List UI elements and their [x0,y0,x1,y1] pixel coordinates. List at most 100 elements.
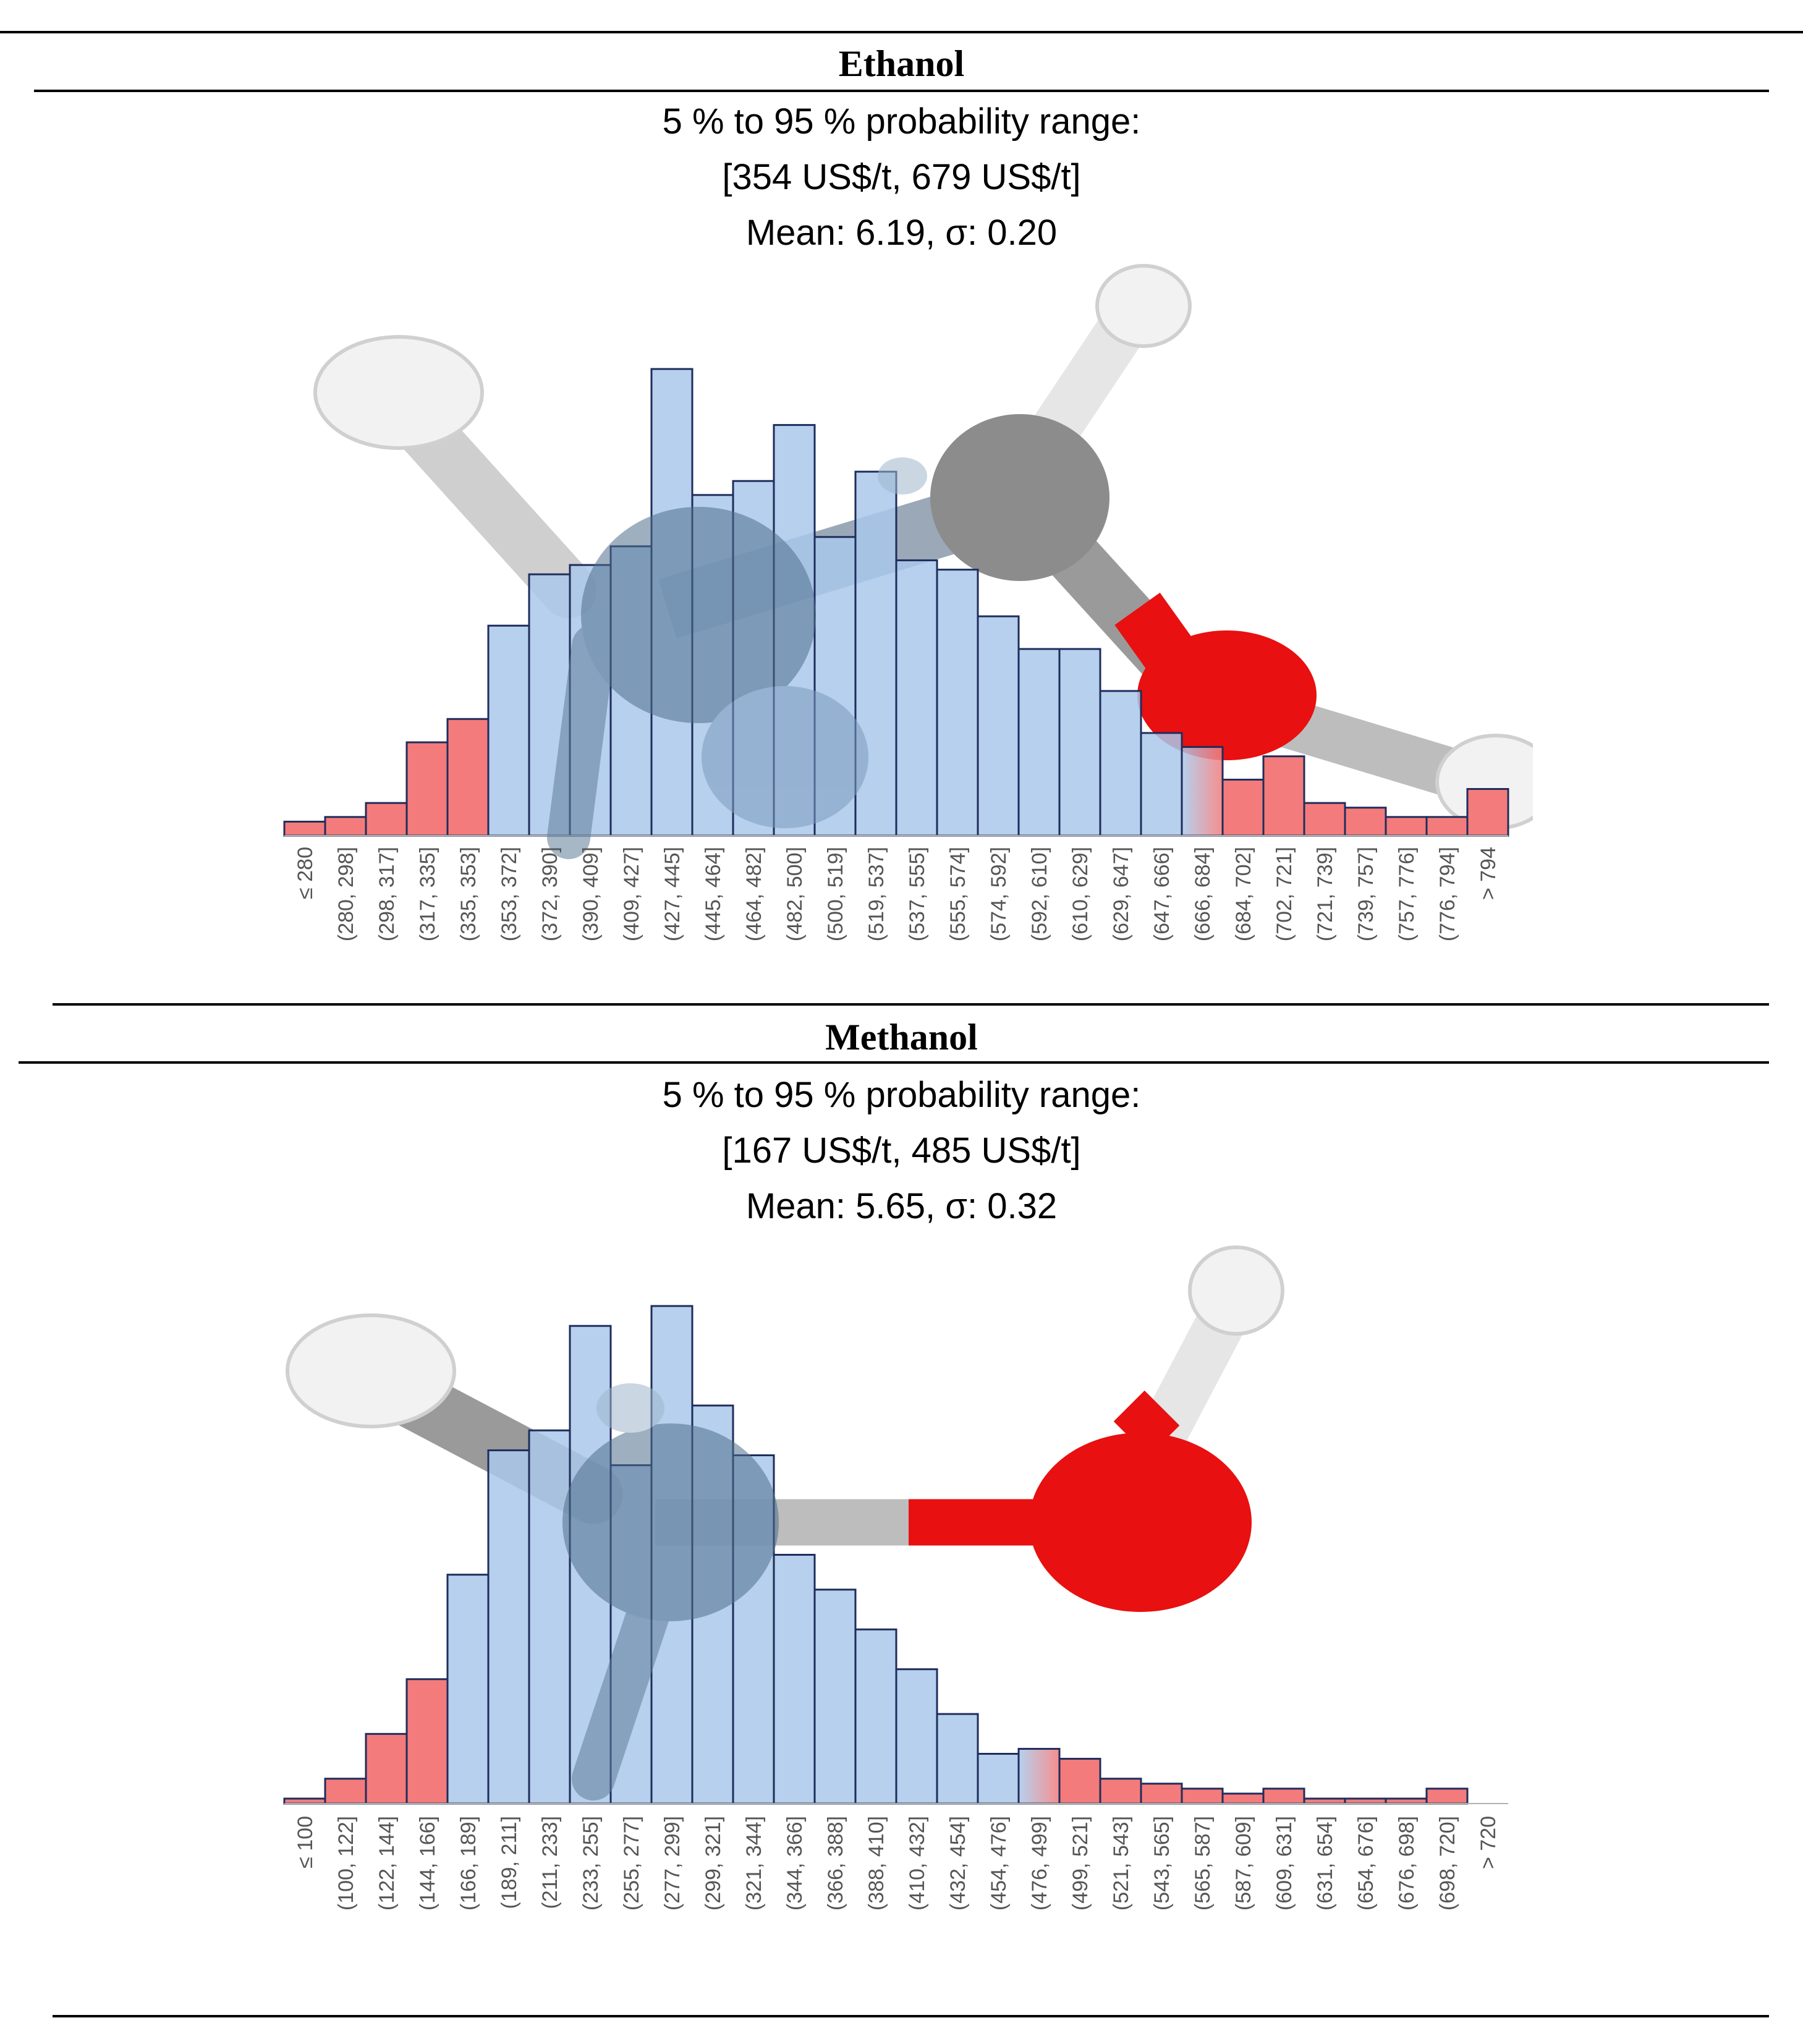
methanol-tick-label-26: (654, 676] [1354,1816,1378,1910]
methanol-molecule-ghost [562,1383,779,1800]
methanol-tick-label-23: (587, 609] [1232,1816,1255,1910]
ethanol-tick-label-12: (482, 500] [783,847,807,941]
ethanol-tick-label-0: ≤ 280 [294,847,317,899]
methanol-bar-21 [1140,1783,1183,1805]
methanol-tick-label-8: (255, 277] [620,1816,643,1910]
ethanol-bottom-rule [53,1003,1769,1006]
ethanol-tick-label-4: (335, 353] [457,847,480,941]
methanol-bar-16 [936,1713,979,1805]
ethanol-tick-label-1: (280, 298] [334,847,358,941]
methanol-header-rule [19,1061,1769,1064]
ethanol-tick-label-20: (629, 647] [1109,847,1133,941]
ethanol-histogram: ≤ 280 (280, 298] (298, 317] (317, 335] (335,… [283,264,1556,941]
ethanol-tick-label-25: (721, 739] [1313,847,1337,941]
methanol-tick-label-11: (321, 344] [742,1816,766,1910]
ethanol-bar-29 [1466,788,1509,837]
methanol-bar-3 [405,1678,449,1805]
methanol-bar-27 [1385,1797,1428,1805]
ethanol-bar-0 [283,820,326,837]
ethanol-bar-23 [1221,778,1265,837]
methanol-tick-label-4: (166, 189] [457,1816,480,1910]
methanol-tick-label-14: (388, 410] [865,1816,888,1910]
ethanol-bar-25 [1303,802,1346,837]
ethanol-tick-label-7: (390, 409] [579,847,603,941]
ethanol-bar-15 [895,559,938,837]
ethanol-bar-17 [977,615,1020,837]
methanol-tick-label-9: (277, 299] [661,1816,684,1910]
methanol-bar-25 [1303,1797,1346,1805]
methanol-mean-sigma: Mean: 5.65, σ: 0.32 [745,1186,1058,1226]
ethanol-bar-22 [1181,746,1224,837]
ethanol-tick-label-24: (702, 721] [1273,847,1296,941]
methanol-tick-label-1: (100, 122] [334,1816,358,1910]
methanol-bar-0 [283,1797,326,1805]
ethanol-tick-label-11: (464, 482] [742,847,766,941]
methanol-bar-6 [528,1429,571,1805]
methanol-tick-label-20: (521, 543] [1109,1816,1133,1910]
ethanol-tick-label-3: (317, 335] [416,847,439,941]
methanol-tick-label-0: ≤ 100 [294,1816,317,1868]
methanol-bar-24 [1262,1787,1305,1805]
methanol-bar-26 [1344,1797,1387,1805]
ethanol-tick-label-21: (647, 666] [1150,847,1174,941]
methanol-tick-label-22: (565, 587] [1191,1816,1215,1910]
methanol-tick-label-5: (189, 211] [498,1816,521,1909]
methanol-tick-label-21: (543, 565] [1150,1816,1174,1910]
methanol-tick-label-19: (499, 521] [1069,1816,1092,1910]
ethanol-tick-label-17: (574, 592] [987,847,1011,941]
methanol-histogram: ≤ 100 (100, 122] (122, 144] (144, 166] (166,… [283,1245,1508,1910]
ethanol-bar-28 [1425,816,1469,837]
ethanol-bar-19 [1058,648,1101,837]
ethanol-tick-label-14: (519, 537] [865,847,888,941]
ethanol-tick-label-16: (555, 574] [946,847,970,941]
ethanol-tick-label-18: (592, 610] [1028,847,1051,941]
ethanol-range-values: [354 US$/t, 679 US$/t] [722,157,1081,197]
methanol-tick-label-10: (299, 321] [702,1816,725,1910]
methanol-bar-17 [977,1753,1020,1805]
methanol-bar-22 [1181,1787,1224,1805]
methanol-bar-23 [1221,1792,1265,1805]
ethanol-tick-label-29: > 794 [1477,847,1500,900]
ethanol-bar-5 [487,624,530,837]
methanol-tick-label-18: (476, 499] [1028,1816,1051,1910]
ethanol-header-rule [34,90,1769,92]
ethanol-bar-4 [446,718,490,837]
methanol-bar-13 [813,1588,857,1805]
ethanol-tick-label-13: (500, 519] [824,847,847,941]
methanol-bar-4 [446,1574,490,1805]
methanol-bar-28 [1425,1787,1469,1805]
methanol-tick-label-2: (122, 144] [375,1816,399,1910]
methanol-tick-label-13: (366, 388] [824,1816,847,1910]
methanol-tick-label-3: (144, 166] [416,1816,439,1910]
ethanol-molecule-ghost [547,457,927,859]
ethanol-bar-2 [365,802,408,837]
ethanol-bar-18 [1017,648,1061,837]
top-rule [0,31,1803,33]
ethanol-tick-label-26: (739, 757] [1354,847,1378,941]
methanol-bar-5 [487,1449,530,1805]
ethanol-tick-label-19: (610, 629] [1069,847,1092,941]
ethanol-tick-label-2: (298, 317] [375,847,399,941]
ethanol-bar-16 [936,569,979,837]
methanol-bar-2 [365,1732,408,1805]
ethanol-tick-label-6: (372, 390] [538,847,562,941]
ethanol-chart: ≤ 280 (280, 298] (298, 317] (317, 335] (335,… [272,263,1556,1001]
methanol-tick-label-17: (454, 476] [987,1816,1011,1910]
methanol-bar-12 [773,1554,816,1805]
ethanol-info: 5 % to 95 % probability range: [354 US$/… [0,94,1803,261]
ethanol-bar-26 [1344,807,1387,837]
ethanol-bar-27 [1385,816,1428,837]
methanol-bar-15 [895,1668,938,1805]
ethanol-tick-label-23: (684, 702] [1232,847,1255,941]
ethanol-bar-3 [405,741,449,837]
methanol-tick-label-28: (698, 720] [1436,1816,1459,1910]
ethanol-tick-label-9: (427, 445] [661,847,684,941]
methanol-range-label: 5 % to 95 % probability range: [662,1075,1141,1115]
ethanol-tick-label-15: (537, 555] [906,847,929,941]
methanol-bottom-rule [53,2015,1769,2017]
methanol-tick-label-24: (609, 631] [1273,1816,1296,1910]
methanol-bar-19 [1058,1758,1101,1805]
methanol-bar-18 [1017,1747,1061,1805]
methanol-tick-label-27: (676, 698] [1395,1816,1419,1910]
methanol-title: Methanol [825,1017,978,1058]
